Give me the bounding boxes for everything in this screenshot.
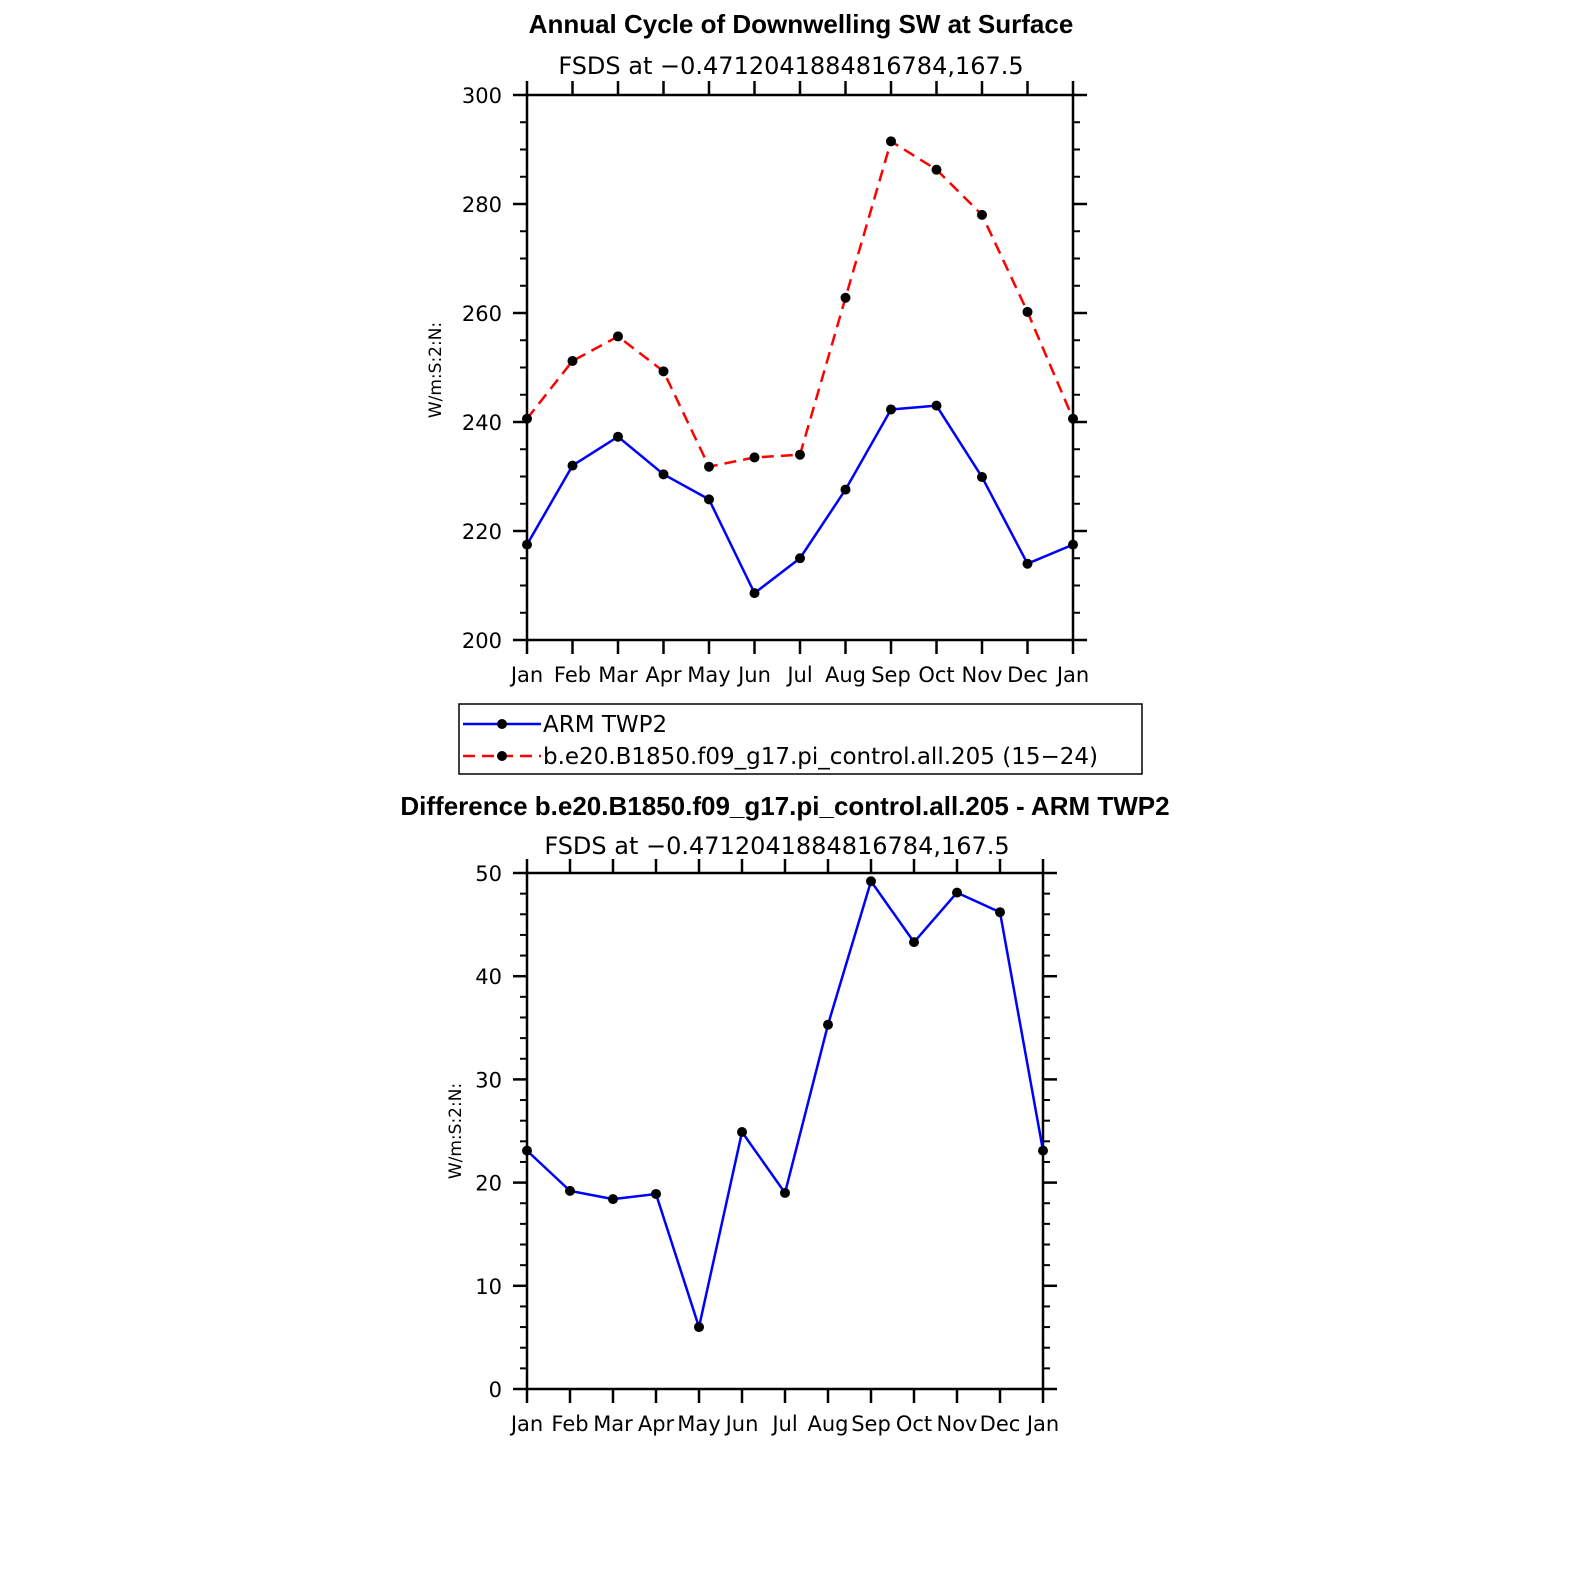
data-point	[651, 1188, 661, 1199]
data-point	[795, 449, 805, 460]
x-tick-label: Jan	[1055, 663, 1089, 687]
x-tick-label: Jun	[724, 1412, 759, 1436]
x-tick-label: Nov	[937, 1412, 978, 1436]
data-point	[522, 1145, 532, 1156]
legend-label: ARM TWP2	[543, 712, 667, 738]
data-point	[840, 292, 851, 303]
data-point	[522, 539, 532, 550]
x-tick-label: Feb	[554, 663, 591, 687]
x-tick-label: Sep	[851, 1412, 891, 1436]
x-tick-label: Apr	[638, 1412, 675, 1436]
data-point	[840, 484, 851, 495]
data-point	[995, 907, 1005, 918]
x-tick-label: Dec	[1007, 663, 1048, 687]
x-tick-label: Mar	[593, 1412, 633, 1436]
x-tick-label: Apr	[645, 663, 682, 687]
data-point	[567, 355, 578, 366]
x-tick-label: Mar	[598, 663, 638, 687]
y-tick-label: 0	[489, 1378, 502, 1402]
legend-entry-model: b.e20.B1850.f09_g17.pi_control.all.205 (…	[463, 744, 1098, 770]
annual-cycle-chart: Annual Cycle of Downwelling SW at Surfac…	[426, 9, 1089, 687]
chart-title: Difference b.e20.B1850.f09_g17.pi_contro…	[400, 791, 1169, 821]
legend-label: b.e20.B1850.f09_g17.pi_control.all.205 (…	[543, 744, 1098, 770]
data-point	[780, 1187, 790, 1198]
y-tick-label: 260	[462, 302, 502, 326]
y-tick-label: 10	[475, 1275, 502, 1299]
y-tick-label: 40	[475, 965, 502, 989]
plot-frame	[525, 871, 1045, 1391]
data-point	[931, 164, 942, 175]
legend: ARM TWP2 b.e20.B1850.f09_g17.pi_control.…	[458, 703, 1143, 775]
x-tick-label: Jan	[509, 1412, 543, 1436]
chart-subtitle: FSDS at −0.4712041884816784,167.5	[558, 52, 1023, 80]
x-tick-label: Jan	[1025, 1412, 1059, 1436]
x-tick-label: Aug	[807, 1412, 848, 1436]
y-axis-label: W/m:S:2:N:	[426, 322, 446, 418]
y-tick-label: 280	[462, 193, 502, 217]
y-tick-label: 50	[475, 862, 502, 886]
data-point	[704, 461, 714, 472]
x-tick-label: Feb	[551, 1412, 588, 1436]
data-point	[1068, 539, 1078, 550]
data-point	[1068, 413, 1078, 424]
data-point	[1022, 306, 1033, 317]
x-tick-label: May	[677, 1412, 720, 1436]
x-tick-label: May	[687, 663, 730, 687]
data-point	[823, 1019, 833, 1030]
difference-chart: Difference b.e20.B1850.f09_g17.pi_contro…	[400, 791, 1169, 1436]
data-point	[658, 366, 669, 377]
series-line-0	[525, 404, 1074, 595]
y-tick-label: 30	[475, 1068, 502, 1092]
data-point	[613, 331, 623, 342]
series-line-1	[526, 140, 1075, 468]
data-point	[931, 400, 942, 411]
x-tick-label: Sep	[871, 663, 911, 687]
data-point	[952, 887, 962, 898]
data-point	[1038, 1145, 1048, 1156]
data-point	[737, 1127, 747, 1138]
y-axis-label: W/m:S:2:N:	[446, 1083, 466, 1179]
legend-entry-arm-twp2: ARM TWP2	[463, 712, 667, 738]
data-point	[522, 413, 532, 424]
data-point	[565, 1185, 575, 1196]
data-point	[613, 431, 623, 442]
x-tick-label: Jul	[770, 1412, 797, 1436]
y-tick-label: 20	[475, 1172, 502, 1196]
data-point	[749, 452, 760, 463]
data-point	[749, 588, 760, 599]
data-point	[909, 937, 919, 948]
data-point	[977, 472, 987, 483]
x-tick-label: Nov	[962, 663, 1003, 687]
data-point	[866, 876, 876, 887]
y-tick-label: 220	[462, 520, 502, 544]
data-point	[795, 553, 805, 564]
data-point	[694, 1322, 704, 1333]
legend-swatch-marker	[497, 719, 507, 729]
data-point	[886, 404, 896, 415]
chart-title: Annual Cycle of Downwelling SW at Surfac…	[529, 9, 1074, 39]
data-point	[886, 136, 896, 147]
data-point	[608, 1194, 618, 1205]
legend-box	[458, 703, 1143, 775]
data-point	[977, 209, 987, 220]
y-tick-label: 300	[462, 84, 502, 108]
data-point	[704, 494, 714, 505]
data-point	[1022, 558, 1033, 569]
x-tick-label: Dec	[980, 1412, 1021, 1436]
chart-subtitle: FSDS at −0.4712041884816784,167.5	[544, 832, 1009, 860]
x-tick-label: Oct	[896, 1412, 932, 1436]
data-point	[567, 460, 578, 471]
x-tick-label: Oct	[918, 663, 954, 687]
legend-swatch-marker	[497, 751, 507, 761]
y-tick-label: 200	[462, 629, 502, 653]
series-line-0	[526, 880, 1045, 1329]
data-point	[658, 469, 669, 480]
y-tick-label: 240	[462, 411, 502, 435]
x-tick-label: Jul	[785, 663, 812, 687]
x-tick-label: Aug	[825, 663, 866, 687]
x-tick-label: Jun	[736, 663, 771, 687]
x-tick-label: Jan	[509, 663, 543, 687]
